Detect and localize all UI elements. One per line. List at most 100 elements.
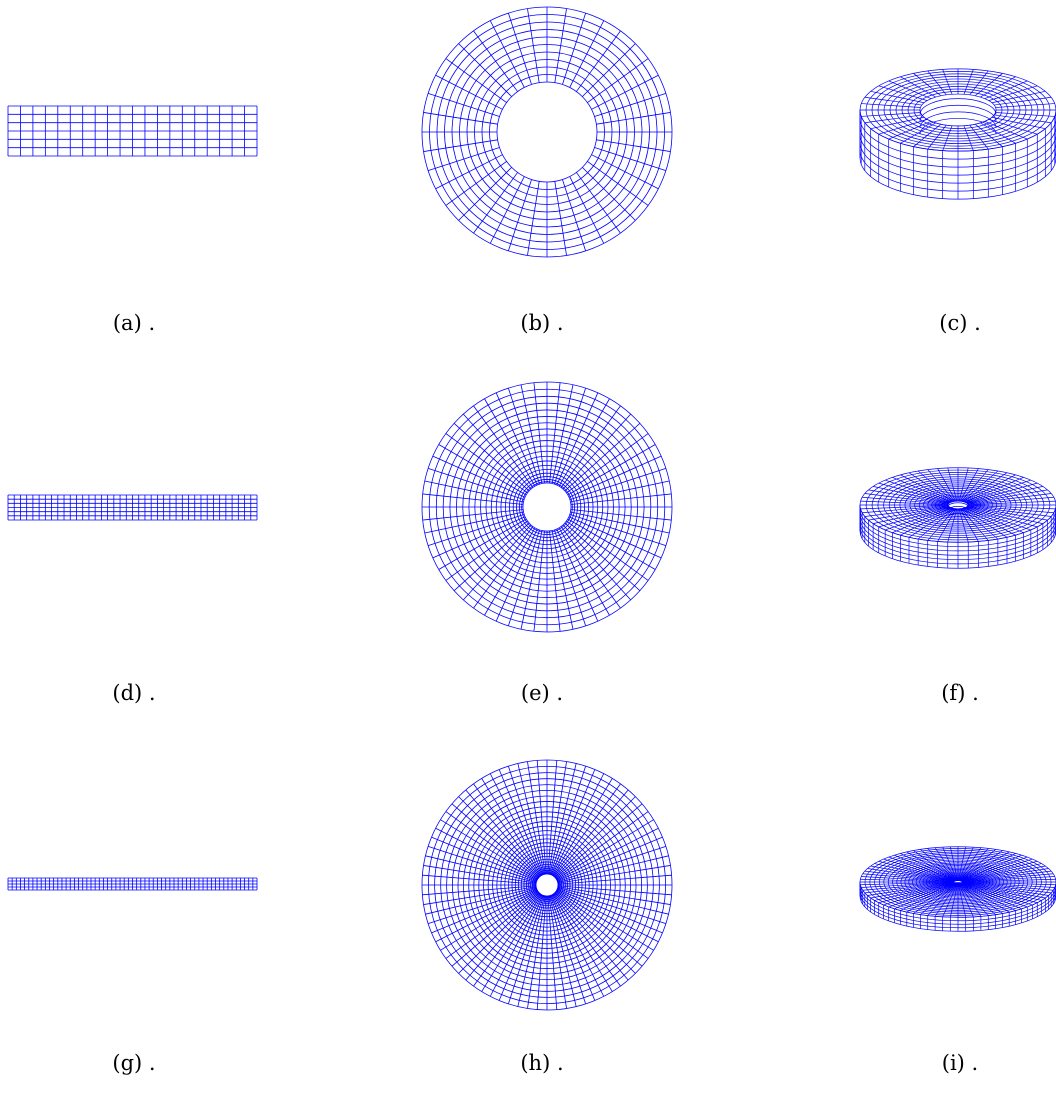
radial-spoke [549,896,567,1009]
radial-spoke [553,894,613,991]
radial-spoke [446,891,538,958]
radial-spoke [446,59,507,103]
radial-spoke [552,774,604,876]
top-radial-line [860,882,954,885]
radial-spoke [570,21,604,88]
top-radial-line [860,879,954,882]
top-radial-line [960,852,1009,881]
top-radial-line [967,490,1047,504]
top-radial-line [928,125,947,149]
top-radial-line [914,883,957,913]
top-radial-line [967,507,1043,524]
radial-spoke [557,889,662,933]
radial-spoke [559,528,610,615]
radial-spoke [474,31,518,92]
radial-spoke [552,385,573,484]
radial-spoke [459,893,540,974]
top-radial-line [967,507,1047,521]
inner-wall-arc [920,105,996,121]
top-radial-line [889,121,931,139]
top-radial-line [975,124,1002,146]
top-radial-line [871,883,955,898]
top-radial-line [962,879,1056,882]
radial-spoke [556,820,653,880]
radial-spoke [558,887,671,905]
radial-spoke [596,112,670,124]
radial-spoke [527,896,545,1009]
inner-wall-arc [920,99,996,115]
top-radial-line [900,123,935,143]
radial-spoke [440,820,537,880]
inner-wall-arc [948,514,968,518]
top-radial-line [950,847,957,881]
top-radial-line [962,868,1049,881]
caption-b: (b) . [520,311,564,335]
radial-spoke [552,895,604,997]
top-radial-line [959,468,968,501]
top-radial-line [961,855,1022,881]
radial-spoke [565,523,640,591]
radial-spoke [428,468,524,499]
radial-spoke [423,494,523,505]
radial-spoke [555,181,567,255]
top-radial-line [865,871,954,881]
top-radial-line [960,883,1003,913]
top-radial-line [968,497,1054,504]
radial-spoke [508,895,543,1003]
radial-spoke [428,147,499,170]
top-radial-line [928,848,957,880]
top-radial-line [962,471,998,502]
radial-spoke [561,406,620,488]
top-radial-line [985,81,1027,99]
radial-spoke [557,890,659,942]
top-radial-line [900,508,952,535]
radial-spoke [558,875,672,884]
top-radial-line [883,859,954,881]
radial-spoke [436,828,538,880]
radial-spoke [474,172,518,233]
top-radial-line [960,883,1015,910]
radial-spoke [569,517,661,558]
top-radial-line [961,864,1041,882]
radial-spoke [554,530,585,626]
radial-spoke [423,510,523,521]
radial-spoke [566,434,648,493]
inner-wall-arc [920,112,996,128]
inner-wall-arc [948,503,968,507]
radial-spoke [553,894,620,986]
mesh-isometric-ring-c [0,0,1056,300]
top-radial-line [994,97,1051,105]
top-radial-line [970,125,989,149]
top-radial-line [962,874,1053,882]
top-radial-line [883,883,954,905]
top-radial-line [879,483,950,503]
radial-spoke [439,519,526,570]
radial-spoke [490,21,524,88]
top-radial-line [989,86,1038,101]
top-radial-line [935,883,957,916]
top-radial-line [962,883,1046,898]
top-radial-line [958,883,965,917]
radial-spoke [558,886,672,895]
caption-a: (a) . [112,311,156,335]
radial-spoke [452,892,539,966]
top-radial-line [964,69,973,94]
radial-spoke [570,514,666,545]
radial-spoke [555,892,642,966]
top-radial-line [958,847,965,881]
mesh-isometric-ring-f [0,0,1056,710]
radial-spoke [508,388,539,484]
radial-spoke [559,399,610,486]
top-radial-line [892,477,951,502]
radial-spoke [432,837,537,881]
top-radial-line [961,883,1022,909]
radial-spoke [499,895,543,1000]
top-radial-line [873,486,949,503]
annulus-grid [422,382,672,632]
radial-spoke [428,888,536,923]
caption-c: (c) . [939,311,981,335]
top-radial-line [894,855,955,881]
top-radial-line [961,857,1027,881]
radial-spoke [550,766,585,874]
